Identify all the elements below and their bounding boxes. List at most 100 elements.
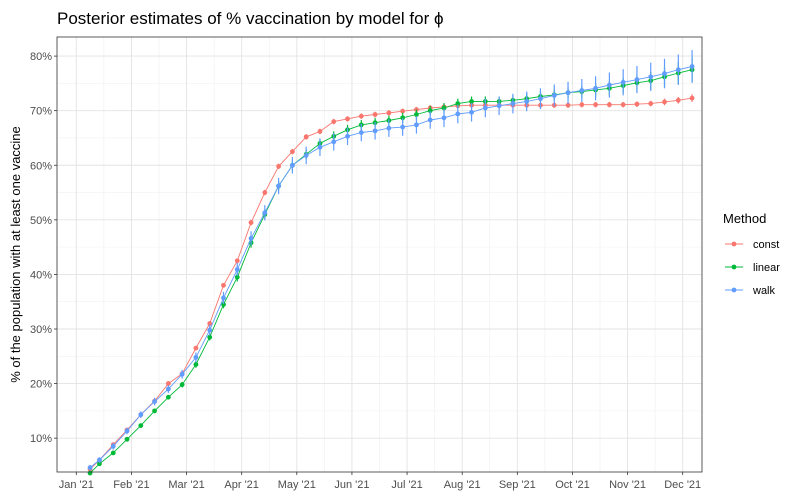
y-tick-label: 50% [30, 215, 52, 227]
series-group [87, 50, 695, 476]
y-tick-label: 80% [30, 51, 52, 63]
chart-title: Posterior estimates of % vaccination by … [57, 9, 444, 28]
x-tick-label: Jun '21 [334, 479, 369, 491]
x-tick-label: Mar '21 [168, 479, 204, 491]
point-linear [234, 274, 240, 280]
point-walk [469, 109, 474, 115]
point-walk [358, 130, 364, 135]
point-walk [675, 67, 681, 73]
point-walk [193, 354, 199, 360]
point-const [689, 95, 695, 101]
x-tick-label: Nov '21 [609, 479, 646, 491]
point-walk [110, 443, 116, 449]
point-const [317, 129, 323, 134]
point-const [248, 220, 254, 225]
x-axis: Jan '21 Feb '21 Mar '21 Apr '21 May '21 Jun '… [59, 472, 701, 491]
legend-label-linear: linear [753, 262, 780, 274]
point-linear [165, 394, 171, 400]
point-linear [97, 461, 102, 467]
point-walk [689, 64, 695, 69]
point-walk [289, 162, 295, 168]
series-walk [87, 50, 695, 471]
point-walk [400, 124, 406, 130]
point-const [193, 345, 199, 351]
point-walk [579, 88, 585, 93]
x-tick-label: Sep '21 [499, 479, 536, 491]
point-walk [606, 82, 612, 88]
point-const [276, 163, 282, 169]
y-tick-label: 40% [30, 269, 52, 281]
y-tick-label: 30% [30, 324, 52, 336]
point-linear [207, 334, 213, 340]
plot-panel-border [56, 36, 703, 473]
point-walk [138, 412, 144, 418]
point-const [400, 108, 406, 114]
point-walk [87, 465, 93, 471]
point-const [648, 101, 654, 106]
point-walk [565, 90, 571, 96]
point-const [675, 97, 681, 103]
point-linear [469, 99, 474, 104]
y-tick-label: 70% [30, 106, 52, 118]
point-walk [455, 111, 461, 117]
point-walk [179, 371, 185, 377]
point-linear [87, 470, 93, 476]
legend-label-const: const [753, 239, 779, 251]
y-axis: 10% 20% 30% 40% 50% 60% 70% 80% [30, 51, 57, 445]
point-walk [551, 93, 557, 98]
point-const [386, 110, 392, 116]
point-linear [138, 423, 144, 429]
point-walk [386, 125, 392, 131]
point-walk [414, 122, 419, 128]
point-walk [276, 183, 282, 189]
x-tick-label: May '21 [278, 479, 316, 491]
point-const [565, 102, 571, 108]
point-const [593, 102, 599, 108]
point-walk [634, 77, 640, 82]
point-walk [331, 139, 337, 145]
y-axis-title: % of the population with at least one va… [8, 126, 23, 383]
point-walk [524, 99, 530, 104]
x-tick-label: Apr '21 [224, 479, 259, 491]
point-walk [538, 96, 543, 102]
point-walk [372, 128, 378, 134]
point-walk [165, 386, 171, 392]
point-linear [152, 408, 157, 414]
x-tick-label: Jan '21 [59, 479, 94, 491]
point-linear [124, 436, 130, 442]
point-walk [234, 267, 240, 272]
point-walk [124, 428, 130, 434]
point-walk [221, 295, 226, 301]
point-walk [207, 327, 213, 333]
legend-label-walk: walk [752, 285, 776, 297]
point-const [345, 116, 350, 122]
point-const [358, 113, 364, 119]
point-linear [441, 105, 447, 111]
y-tick-label: 60% [30, 160, 52, 172]
x-tick-label: Dec '21 [664, 479, 701, 491]
legend-marker-walk [731, 287, 737, 293]
point-const [234, 258, 240, 264]
point-linear [455, 101, 461, 106]
point-const [221, 282, 226, 288]
point-const [207, 321, 213, 326]
point-walk [648, 74, 654, 80]
x-tick-label: Feb '21 [113, 479, 149, 491]
point-const [579, 102, 585, 108]
point-const [662, 99, 667, 105]
point-walk [303, 153, 309, 158]
point-linear [427, 108, 433, 114]
legend-marker-linear [731, 264, 737, 270]
point-walk [482, 105, 488, 111]
legend-title: Method [723, 211, 766, 226]
point-walk [427, 117, 433, 123]
point-const [620, 102, 626, 108]
y-tick-label: 20% [30, 379, 52, 391]
point-linear [179, 382, 185, 388]
point-walk [662, 71, 667, 76]
point-linear [110, 450, 116, 456]
point-walk [248, 235, 254, 241]
point-walk [152, 399, 157, 404]
